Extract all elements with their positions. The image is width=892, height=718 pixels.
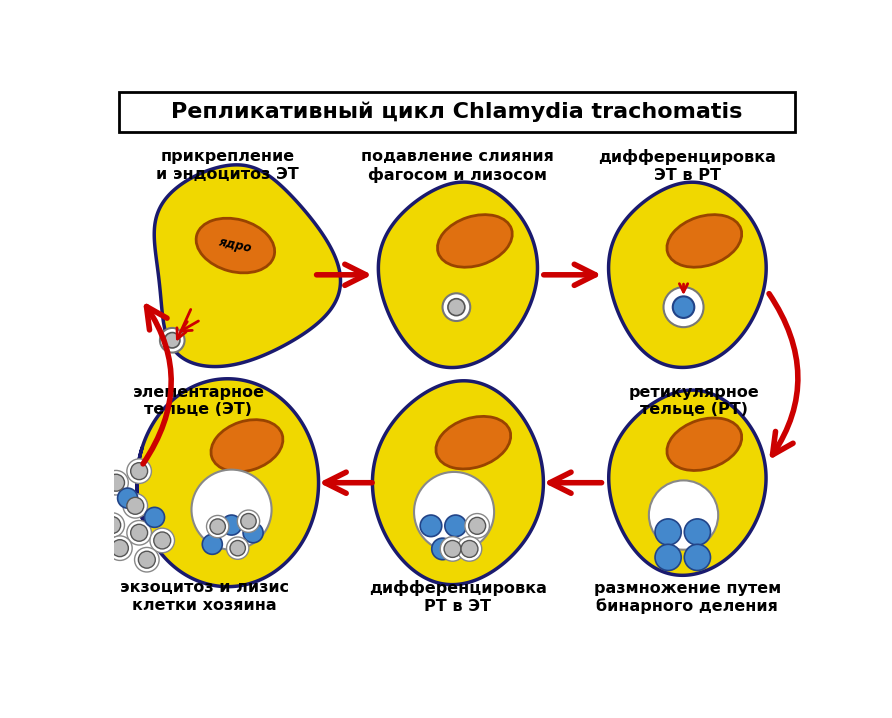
Circle shape bbox=[237, 510, 260, 532]
Circle shape bbox=[103, 470, 128, 495]
Text: экзоцитоз и лизис
клетки хозяина: экзоцитоз и лизис клетки хозяина bbox=[120, 580, 289, 613]
Circle shape bbox=[150, 528, 175, 553]
Polygon shape bbox=[373, 381, 543, 584]
Circle shape bbox=[414, 472, 494, 552]
Text: дифференцировка
РТ в ЭТ: дифференцировка РТ в ЭТ bbox=[369, 580, 547, 614]
Polygon shape bbox=[608, 390, 766, 575]
Polygon shape bbox=[154, 165, 341, 367]
Circle shape bbox=[442, 293, 470, 321]
Circle shape bbox=[135, 547, 159, 572]
Circle shape bbox=[80, 528, 105, 553]
Ellipse shape bbox=[437, 215, 512, 267]
Ellipse shape bbox=[436, 416, 511, 469]
Circle shape bbox=[202, 534, 222, 554]
Circle shape bbox=[468, 518, 485, 534]
Ellipse shape bbox=[667, 418, 742, 470]
Circle shape bbox=[145, 508, 164, 527]
Text: подавление слияния
фагосом и лизосом: подавление слияния фагосом и лизосом bbox=[361, 149, 554, 183]
Circle shape bbox=[164, 332, 180, 348]
Circle shape bbox=[153, 532, 170, 549]
Circle shape bbox=[684, 544, 711, 571]
Polygon shape bbox=[136, 379, 318, 587]
Circle shape bbox=[92, 498, 109, 514]
Circle shape bbox=[230, 541, 245, 556]
Circle shape bbox=[448, 299, 465, 316]
Circle shape bbox=[127, 459, 152, 483]
Circle shape bbox=[648, 480, 718, 550]
Ellipse shape bbox=[196, 218, 275, 273]
Circle shape bbox=[244, 523, 263, 543]
Text: ядро: ядро bbox=[218, 236, 253, 256]
FancyBboxPatch shape bbox=[120, 92, 795, 131]
Circle shape bbox=[673, 297, 694, 318]
Circle shape bbox=[160, 328, 185, 353]
Circle shape bbox=[221, 515, 242, 535]
Circle shape bbox=[207, 516, 229, 538]
Circle shape bbox=[445, 515, 467, 536]
Circle shape bbox=[420, 515, 442, 536]
Circle shape bbox=[655, 519, 681, 545]
Circle shape bbox=[444, 541, 461, 557]
Circle shape bbox=[241, 513, 256, 529]
Circle shape bbox=[88, 493, 113, 518]
Circle shape bbox=[441, 536, 465, 561]
Circle shape bbox=[138, 551, 155, 568]
Circle shape bbox=[655, 544, 681, 571]
Ellipse shape bbox=[667, 215, 742, 267]
Circle shape bbox=[123, 493, 147, 518]
Text: Репликативный цикл Chlamydia trachomatis: Репликативный цикл Chlamydia trachomatis bbox=[171, 101, 743, 122]
Circle shape bbox=[112, 540, 128, 556]
Circle shape bbox=[100, 513, 125, 537]
Polygon shape bbox=[608, 182, 766, 368]
Circle shape bbox=[192, 470, 271, 550]
Ellipse shape bbox=[211, 420, 283, 472]
Circle shape bbox=[227, 537, 249, 559]
Circle shape bbox=[130, 462, 147, 480]
Text: дифференцировка
ЭТ в РТ: дифференцировка ЭТ в РТ bbox=[599, 149, 776, 182]
Text: размножение путем
бинарного деления: размножение путем бинарного деления bbox=[594, 580, 781, 614]
Circle shape bbox=[127, 498, 144, 514]
Circle shape bbox=[127, 521, 152, 545]
Circle shape bbox=[458, 536, 482, 561]
Circle shape bbox=[130, 524, 147, 541]
Circle shape bbox=[108, 475, 125, 491]
Circle shape bbox=[103, 516, 120, 533]
Circle shape bbox=[664, 287, 704, 327]
Circle shape bbox=[461, 541, 478, 557]
Circle shape bbox=[210, 519, 226, 534]
Circle shape bbox=[118, 488, 137, 508]
Circle shape bbox=[465, 513, 490, 538]
Text: элементарное
тельце (ЭТ): элементарное тельце (ЭТ) bbox=[132, 385, 264, 417]
Polygon shape bbox=[378, 182, 538, 368]
Circle shape bbox=[108, 536, 132, 561]
Circle shape bbox=[684, 519, 711, 545]
Circle shape bbox=[85, 532, 102, 549]
Text: прикрепление
и эндоцитоз ЭТ: прикрепление и эндоцитоз ЭТ bbox=[156, 149, 299, 182]
Circle shape bbox=[432, 538, 453, 560]
Text: ретикулярное
тельце (РТ): ретикулярное тельце (РТ) bbox=[628, 385, 759, 417]
